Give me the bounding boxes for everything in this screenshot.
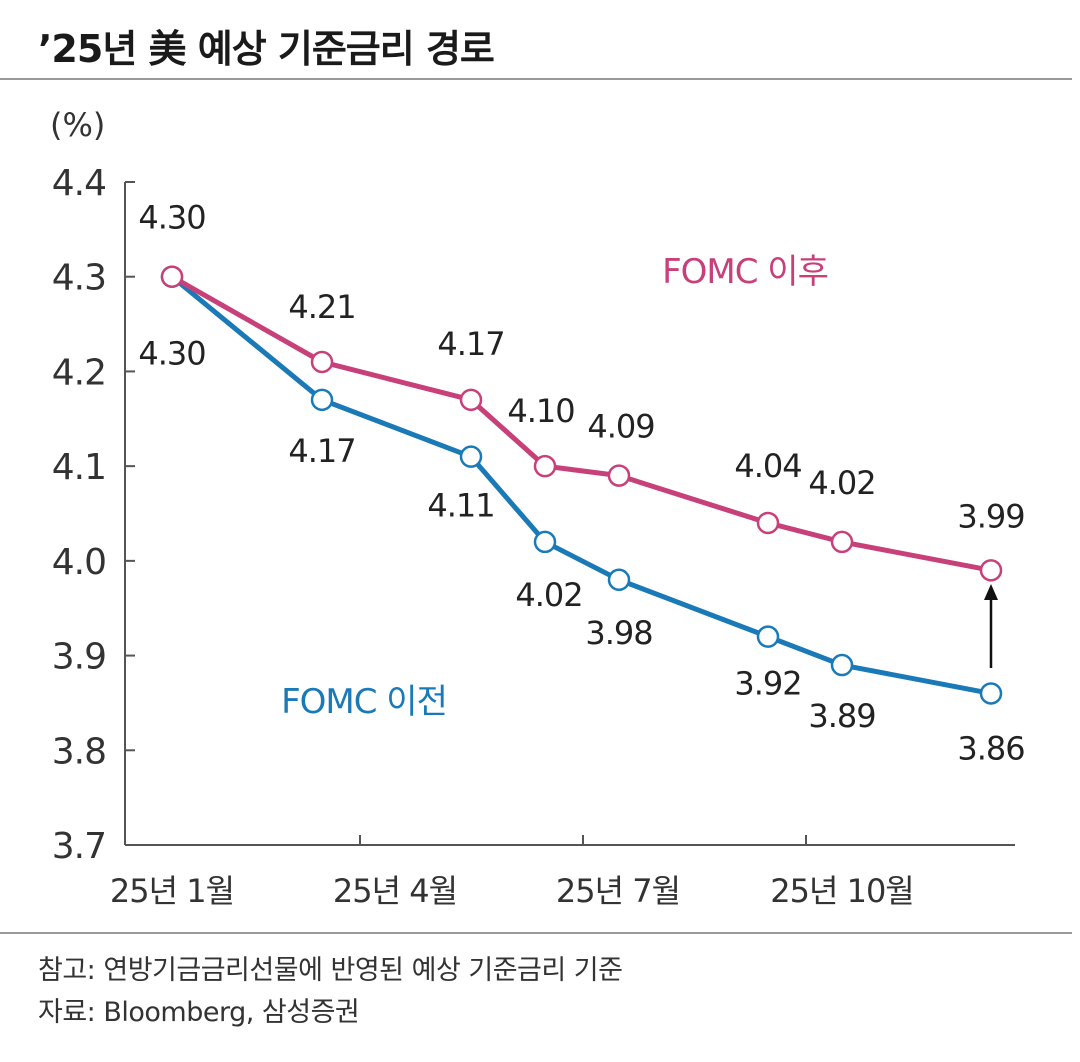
y-axis-unit-label: (%) — [50, 106, 105, 144]
before-data-point — [607, 568, 631, 592]
before-data-label: 3.86 — [957, 729, 1024, 767]
y-tick-label: 4.2 — [52, 352, 106, 393]
before-data-label: 4.02 — [515, 576, 582, 614]
y-tick-label: 4.3 — [52, 258, 106, 299]
x-tick-label: 25년 1월 — [110, 872, 234, 910]
after-data-point — [607, 464, 631, 487]
y-tick-label: 4.4 — [52, 163, 106, 204]
y-tick-label: 3.7 — [52, 826, 106, 867]
after-data-label: 4.17 — [437, 325, 504, 363]
after-series-line — [170, 274, 992, 573]
before-data-point — [979, 682, 1003, 705]
title-divider — [0, 78, 1072, 80]
after-data-label: 4.10 — [507, 392, 574, 430]
before-series-name: FOMC 이전 — [281, 682, 447, 722]
chart-title: ’25년 美 예상 기준금리 경로 — [38, 27, 495, 71]
after-data-point — [160, 265, 184, 288]
after-data-label: 4.21 — [288, 288, 355, 326]
before-data-label: 4.17 — [288, 432, 355, 470]
reference-note: 참고: 연방기금금리선물에 반영된 예상 기준금리 기준 — [38, 955, 623, 986]
y-tick-label: 4.1 — [52, 447, 106, 488]
after-data-point — [310, 350, 334, 374]
after-series-name: FOMC 이후 — [662, 252, 828, 292]
source-note: 자료: Bloomberg, 삼성증권 — [38, 997, 360, 1028]
after-data-point — [756, 511, 780, 535]
y-tick-label: 4.0 — [52, 542, 106, 583]
before-data-label: 4.11 — [427, 487, 494, 525]
line-chart: (%) 3.7 3.8 3.9 4.0 4.1 4.2 4.3 4.4 25년 1월 25년 4월 2… — [50, 106, 1026, 910]
after-data-label: 4.09 — [587, 408, 654, 446]
before-data-point — [310, 388, 334, 412]
after-data-label: 4.04 — [734, 447, 801, 485]
after-data-point — [830, 530, 854, 554]
before-data-point — [756, 625, 780, 648]
before-data-point — [533, 530, 557, 554]
before-data-label: 3.98 — [585, 614, 652, 652]
y-tick-label: 3.8 — [52, 731, 106, 772]
x-tick-label: 25년 10월 — [770, 872, 914, 910]
after-data-label: 4.30 — [138, 199, 205, 237]
before-data-point — [459, 445, 483, 468]
before-data-label: 3.89 — [808, 697, 875, 735]
before-data-label: 4.30 — [138, 335, 205, 373]
after-data-point — [533, 454, 557, 478]
before-data-label: 3.92 — [734, 665, 801, 703]
x-tick-label: 25년 7월 — [556, 872, 680, 910]
y-tick-label: 3.9 — [52, 637, 106, 678]
x-tick-label: 25년 4월 — [333, 872, 457, 910]
after-data-label: 4.02 — [808, 464, 875, 502]
change-arrow-head — [984, 584, 998, 600]
footer-divider — [0, 932, 1072, 934]
before-series-line — [170, 274, 992, 696]
after-data-label: 3.99 — [957, 497, 1024, 535]
after-data-point — [979, 559, 1003, 582]
before-data-point — [830, 653, 854, 677]
after-data-point — [459, 388, 483, 412]
